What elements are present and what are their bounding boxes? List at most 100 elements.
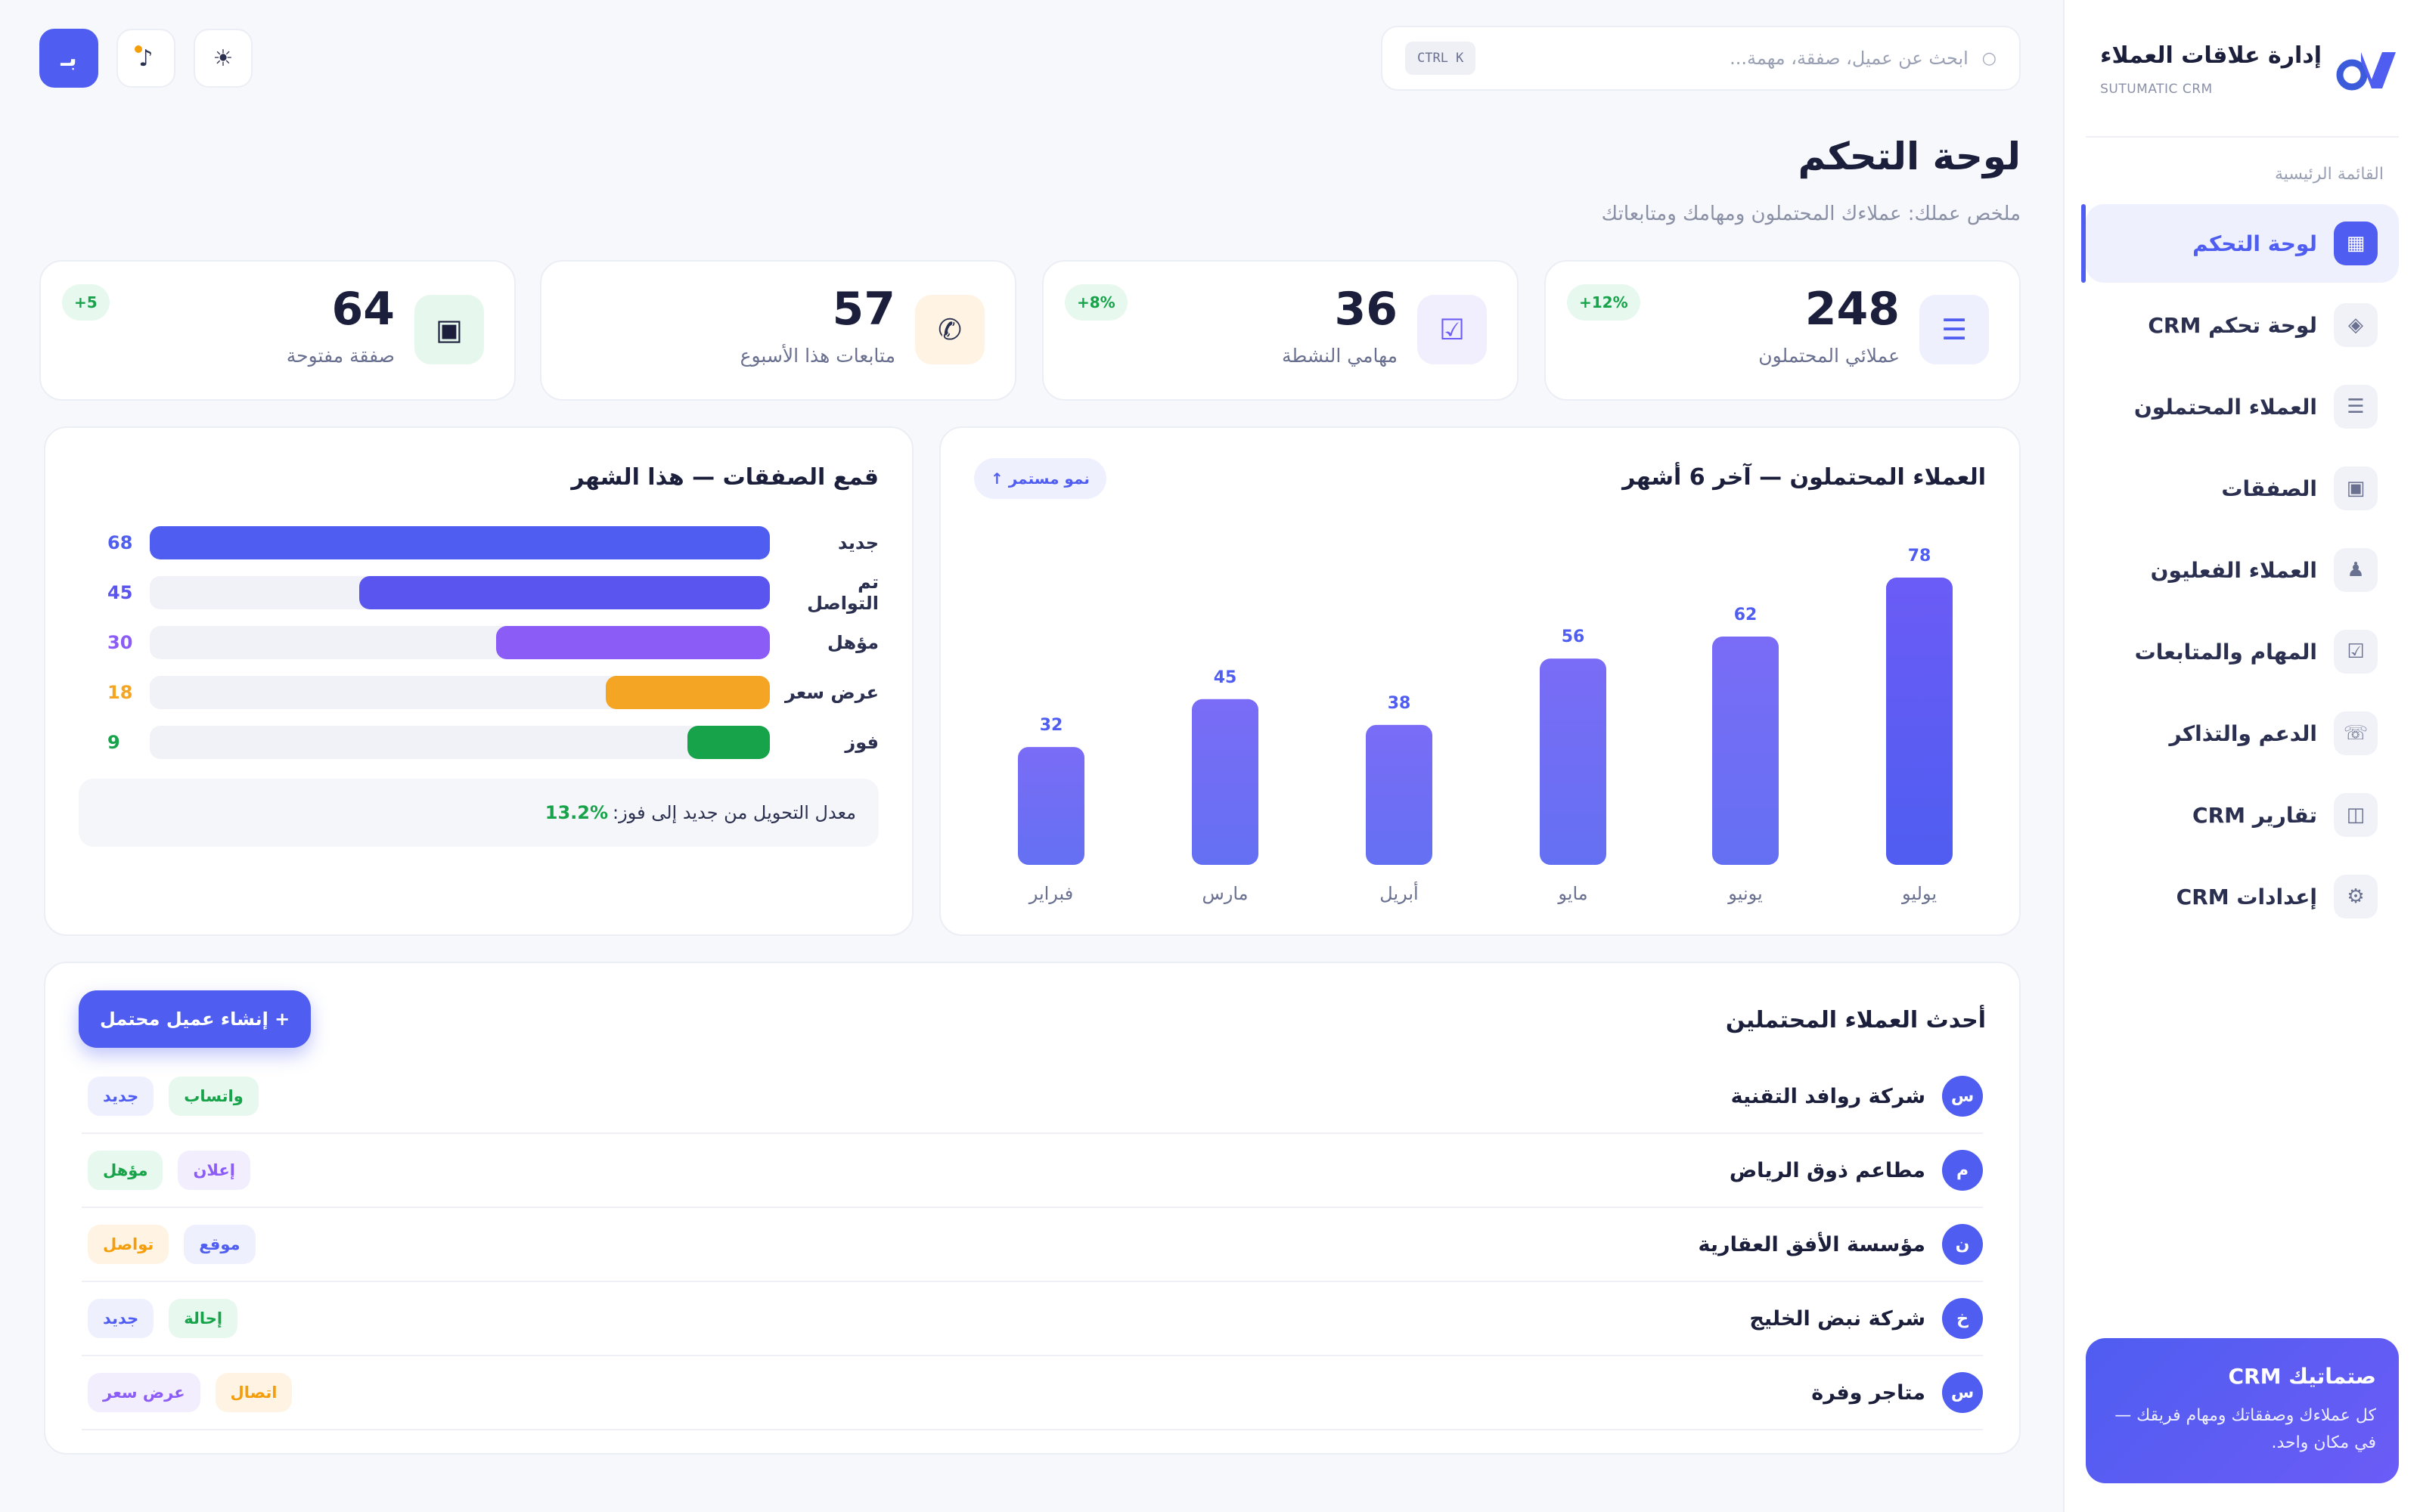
funnel-row[interactable]: عرض سعر 18 <box>107 676 879 709</box>
lead-row[interactable]: ن مؤسسة الأفق العقارية موقع تواصل <box>82 1208 1983 1282</box>
lead-name: شركة نبض الخليج <box>1749 1306 1925 1331</box>
funnel-bar <box>687 726 770 759</box>
funnel-count: 45 <box>107 582 133 603</box>
promo-card[interactable]: صتماتيك CRM كل عملاءك وصفقاتك ومهام فريق… <box>2086 1338 2399 1483</box>
reports-icon: ◫ <box>2334 793 2378 837</box>
chart-category-label: أبريل <box>1379 881 1418 904</box>
create-lead-button[interactable]: + إنشاء عميل محتمل <box>79 990 312 1048</box>
lead-name: متاجر وفرة <box>1811 1380 1925 1405</box>
sidebar-item-7[interactable]: ◫ تقارير CRM <box>2086 776 2399 854</box>
funnel-bar <box>496 626 770 659</box>
notifications-button[interactable]: ♪ <box>116 29 175 88</box>
tasks-icon: ☑ <box>1417 295 1487 364</box>
funnel-count: 30 <box>107 632 133 653</box>
chart-bar[interactable] <box>1886 578 1953 865</box>
stat-label: مهامي النشطة <box>1281 345 1398 367</box>
chart-category-label: مارس <box>1202 883 1248 904</box>
notification-dot <box>135 45 142 53</box>
lead-row[interactable]: س متاجر وفرة اتصال عرض سعر <box>82 1356 1983 1430</box>
brand-logo-icon <box>2335 45 2399 93</box>
brand[interactable]: إدارة علاقات العملاء SUTUMATIC CRM <box>2100 41 2399 97</box>
lead-tag: جديد <box>88 1299 154 1338</box>
funnel-track <box>150 526 770 559</box>
lead-tag: موقع <box>184 1225 256 1264</box>
user-avatar-button[interactable]: بـ <box>39 29 98 88</box>
sidebar-item-label: المهام والمتابعات <box>2134 639 2317 665</box>
funnel-track <box>150 726 770 759</box>
lead-tag: تواصل <box>88 1225 169 1264</box>
lead-avatar: ن <box>1942 1224 1983 1265</box>
chart-bar[interactable] <box>1366 724 1432 865</box>
leads-chart-card: العملاء المحتملون — آخر 6 أشهر نمو مستمر… <box>939 426 2021 936</box>
deals-icon: ▣ <box>2334 466 2378 510</box>
chart-data-label: 62 <box>1734 606 1758 624</box>
chart-bar[interactable] <box>1712 636 1779 865</box>
bell-icon: ♪ <box>138 45 154 72</box>
sidebar-item-0[interactable]: ▦ لوحة التحكم <box>2081 204 2399 283</box>
funnel-track <box>150 676 770 709</box>
sidebar-item-5[interactable]: ☑ المهام والمتابعات <box>2086 612 2399 691</box>
sidebar-item-6[interactable]: ☏ الدعم والتذاكر <box>2086 694 2399 773</box>
lead-avatar: س <box>1942 1372 1983 1413</box>
funnel-row[interactable]: مؤهل 30 <box>107 626 879 659</box>
chart-category-label: مايو <box>1557 883 1587 904</box>
stat-change-badge: +12% <box>1567 284 1640 321</box>
funnel-bar <box>150 526 770 559</box>
funnel-count: 9 <box>107 732 120 753</box>
funnel-count: 68 <box>107 532 133 553</box>
sidebar-item-4[interactable]: ♟ العملاء الفعليون <box>2086 531 2399 609</box>
stat-value: 57 <box>832 283 896 336</box>
promo-text: كل عملاءك وصفقاتك ومهام فريقك — في مكان … <box>2114 1406 2376 1452</box>
stat-card[interactable]: ✆ 57 متابعات هذا الأسبوع <box>540 260 1016 401</box>
chart-bar[interactable] <box>1540 658 1606 865</box>
lead-row[interactable]: م مطاعم ذوق الرياض إعلان مؤهل <box>82 1134 1983 1208</box>
lead-avatar: خ <box>1942 1298 1983 1339</box>
sidebar-item-1[interactable]: ◈ لوحة تحكم CRM <box>2086 286 2399 364</box>
funnel-row[interactable]: جديد 68 <box>107 526 879 559</box>
conversion-label: معدل التحويل من جديد إلى فوز: <box>613 802 856 823</box>
recent-leads-title: أحدث العملاء المحتملين <box>1725 1007 1986 1033</box>
leads-icon: ☰ <box>1919 295 1989 364</box>
lead-avatar: س <box>1942 1076 1983 1117</box>
chart-data-label: 56 <box>1562 627 1585 646</box>
funnel-track <box>150 626 770 659</box>
search-bar[interactable]: ○ CTRL K <box>1381 26 2021 91</box>
promo-title: صتماتيك CRM <box>2228 1364 2376 1389</box>
support-icon: ☏ <box>2334 711 2378 755</box>
stat-label: متابعات هذا الأسبوع <box>740 345 895 367</box>
sidebar-item-2[interactable]: ☰ العملاء المحتملون <box>2086 367 2399 446</box>
chart-category-label: يوليو <box>1901 883 1937 904</box>
sidebar-item-label: لوحة التحكم <box>2192 231 2317 256</box>
user-initial: بـ <box>60 45 77 72</box>
chart-data-label: 32 <box>1040 716 1063 735</box>
stat-value: 36 <box>1334 283 1398 336</box>
funnel-row[interactable]: تم التواصل 45 <box>107 572 879 614</box>
chart-bar[interactable] <box>1018 747 1084 865</box>
theme-toggle-button[interactable]: ☀ <box>194 29 253 88</box>
sidebar-item-8[interactable]: ⚙ إعدادات CRM <box>2086 857 2399 936</box>
stat-card[interactable]: ▣ 64 صفقة مفتوحة +5 <box>39 260 516 401</box>
brand-subtitle: SUTUMATIC CRM <box>2100 82 2213 97</box>
lead-tag: اتصال <box>215 1373 293 1412</box>
lead-row[interactable]: س شركة روافد التقنية واتساب جديد <box>82 1060 1983 1134</box>
lead-tag: جديد <box>88 1077 154 1116</box>
lead-row[interactable]: خ شركة نبض الخليج إحالة جديد <box>82 1282 1983 1356</box>
funnel-stage-label: تم التواصل <box>807 572 879 614</box>
stat-card[interactable]: ☑ 36 مهامي النشطة +8% <box>1042 260 1519 401</box>
funnel-track <box>150 576 770 609</box>
chart-bar[interactable] <box>1192 699 1258 865</box>
sidebar-item-3[interactable]: ▣ الصفقات <box>2086 449 2399 528</box>
lead-tag: إحالة <box>169 1299 238 1338</box>
funnel-row[interactable]: فوز 9 <box>107 726 879 759</box>
sidebar-item-label: الصفقات <box>2221 476 2317 501</box>
conversion-rate-box: معدل التحويل من جديد إلى فوز: 13.2% <box>79 779 879 847</box>
sidebar-item-label: العملاء المحتملون <box>2133 394 2317 420</box>
stat-card[interactable]: ☰ 248 عملائي المحتملون +12% <box>1544 260 2021 401</box>
sidebar-item-label: تقارير CRM <box>2192 802 2317 828</box>
chart-data-label: 38 <box>1388 694 1411 713</box>
keyboard-shortcut-badge: CTRL K <box>1405 42 1476 75</box>
stat-label: صفقة مفتوحة <box>286 345 395 367</box>
lead-tags: إحالة جديد <box>88 1299 238 1338</box>
sidebar: إدارة علاقات العملاء SUTUMATIC CRM القائ… <box>2063 0 2420 1512</box>
search-input[interactable] <box>1475 48 1969 69</box>
